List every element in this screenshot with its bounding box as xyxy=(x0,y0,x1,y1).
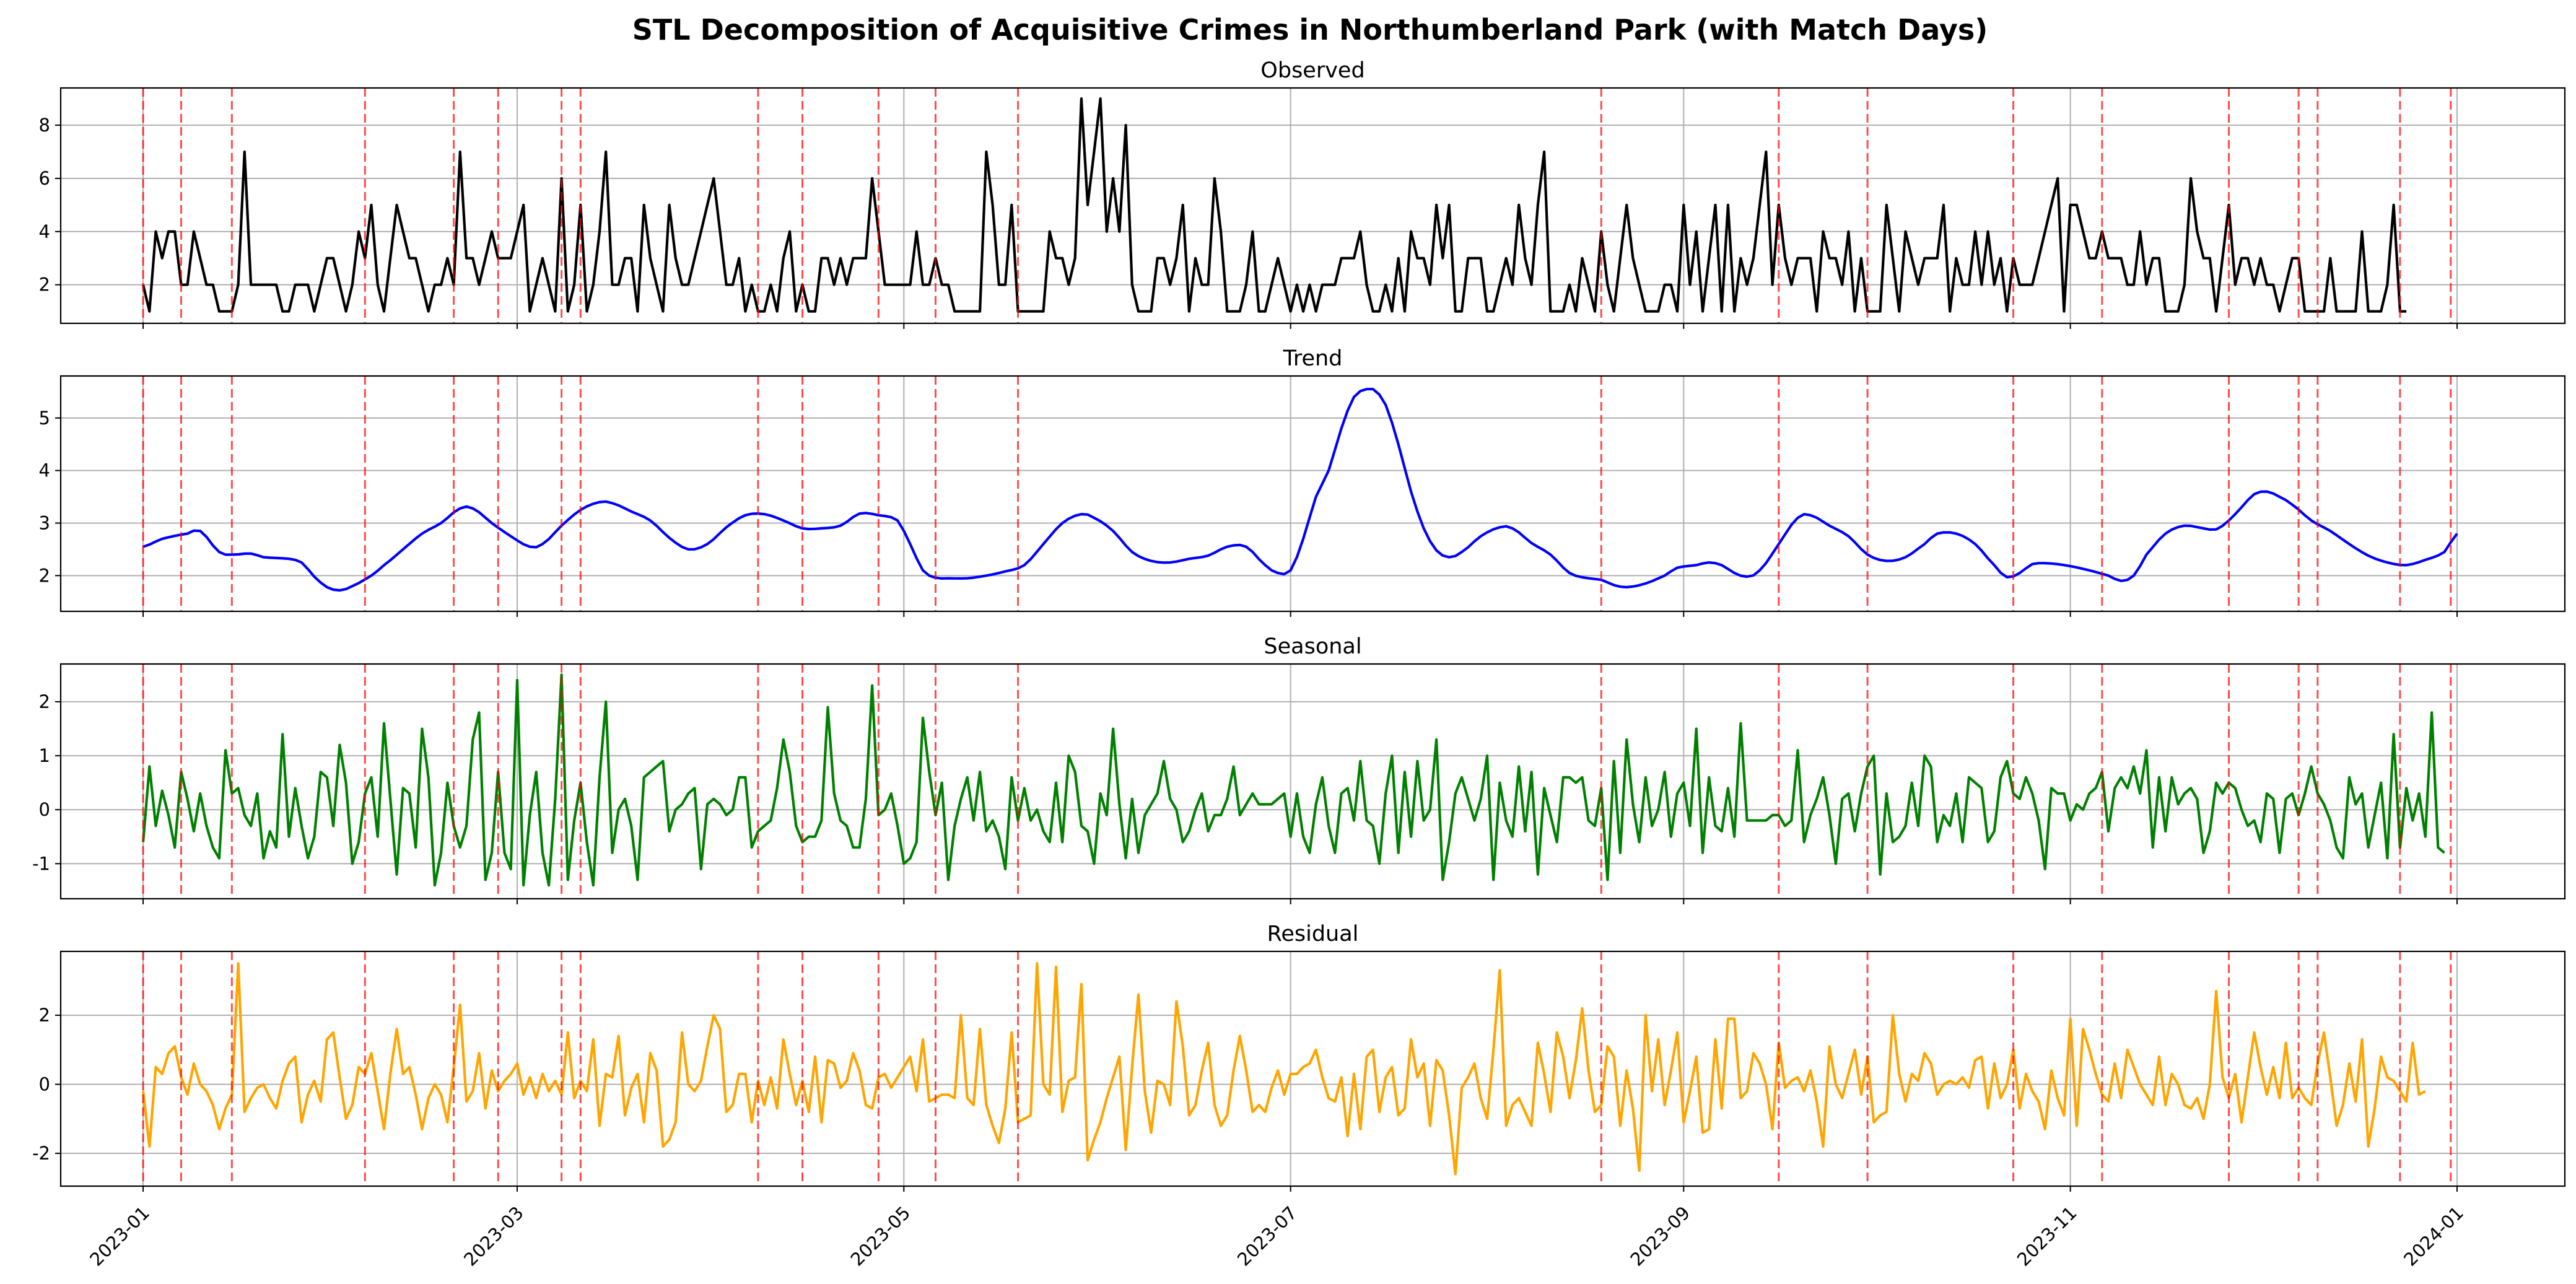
panel-observed: Observed 2 4 6 8 xyxy=(39,58,2566,329)
panel-title: Trend xyxy=(1283,346,1343,371)
panel-frame xyxy=(59,375,2566,613)
series-line-observed xyxy=(142,97,2407,313)
y-tick-label: 1 xyxy=(39,745,50,766)
y-tick-label: -2 xyxy=(32,1143,50,1164)
y-tick-label: 2 xyxy=(39,1005,50,1026)
panel-title: Residual xyxy=(1267,922,1359,946)
series-line-trend xyxy=(142,388,2458,592)
y-tick-label: 5 xyxy=(39,408,50,429)
y-tick-label: -1 xyxy=(32,853,50,874)
figure-title: STL Decomposition of Acquisitive Crimes … xyxy=(632,13,1988,46)
y-tick-label: 0 xyxy=(39,799,50,820)
y-tick-label: 2 xyxy=(39,274,50,295)
y-tick-label: 0 xyxy=(39,1074,50,1095)
panels: Observed2468Trend2345Seasonal-1012Residu… xyxy=(32,58,2566,1192)
y-tick-label: 4 xyxy=(39,221,50,242)
y-tick-label: 4 xyxy=(39,460,50,481)
panel-frame xyxy=(59,87,2566,325)
series-line-residual xyxy=(142,962,2426,1176)
y-tick-label: 8 xyxy=(39,115,50,136)
panel-seasonal: Seasonal -1 0 1 2 xyxy=(32,634,2566,904)
panel-residual: Residual -2 0 2 xyxy=(32,922,2566,1192)
panel-frame xyxy=(59,663,2566,900)
y-tick-label: 2 xyxy=(39,565,50,586)
y-tick-label: 6 xyxy=(39,168,50,189)
y-tick-label: 3 xyxy=(39,513,50,534)
series-line-seasonal xyxy=(142,673,2445,887)
panel-trend: Trend 2 3 4 5 xyxy=(39,346,2566,617)
panel-frame xyxy=(59,950,2566,1187)
panel-title: Seasonal xyxy=(1264,634,1361,659)
y-tick-label: 2 xyxy=(39,691,50,712)
panel-title: Observed xyxy=(1260,58,1364,83)
